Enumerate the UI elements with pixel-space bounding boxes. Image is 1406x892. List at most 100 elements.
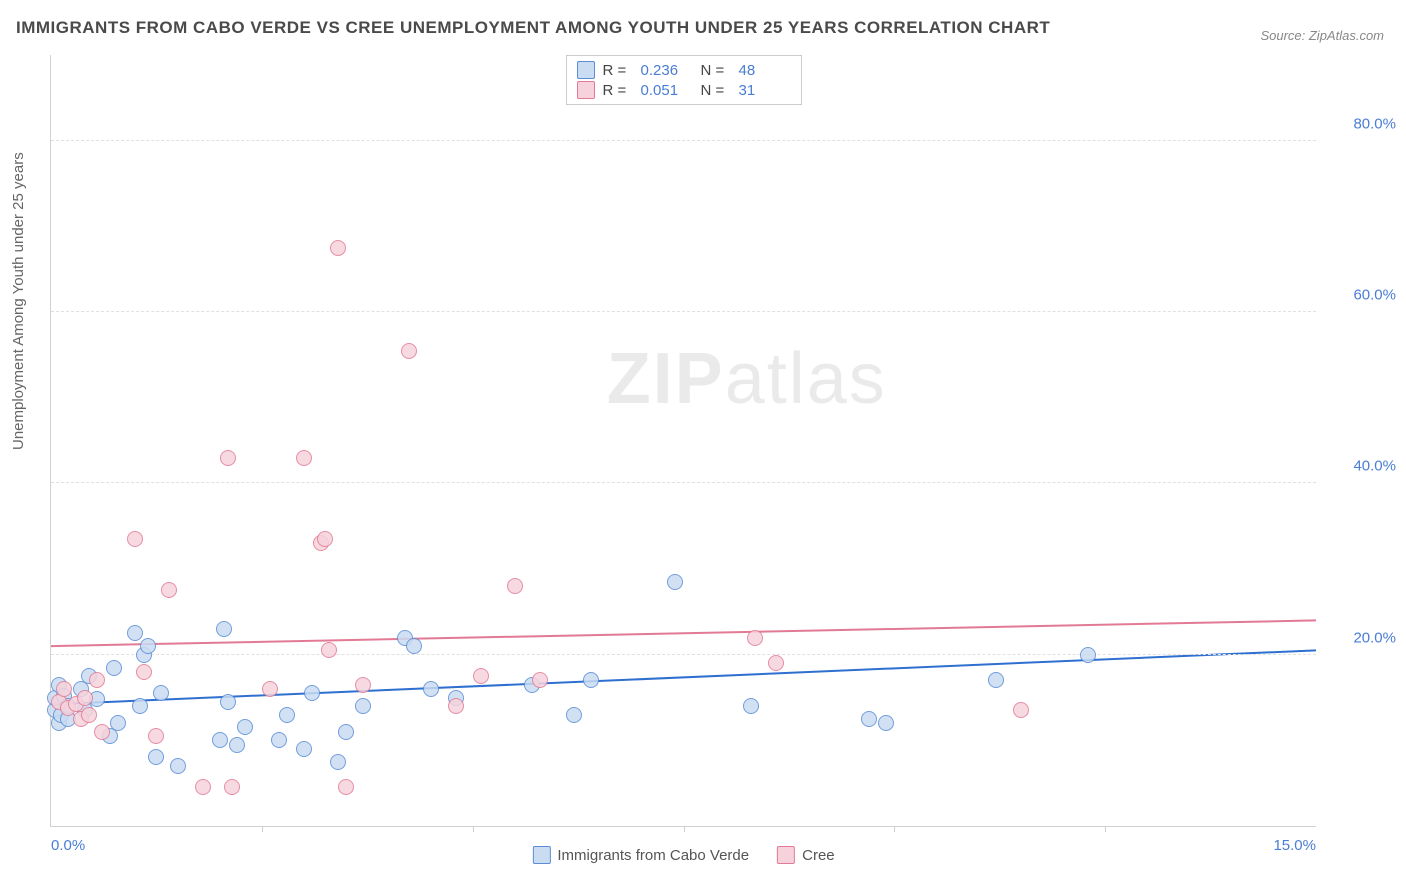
legend-swatch [532, 846, 550, 864]
data-point [747, 630, 763, 646]
source-attribution: Source: ZipAtlas.com [1260, 28, 1384, 43]
data-point [216, 621, 232, 637]
data-point [212, 732, 228, 748]
watermark: ZIPatlas [607, 338, 887, 420]
x-minor-tick [473, 826, 474, 832]
trend-lines-svg [51, 55, 1316, 826]
data-point [507, 578, 523, 594]
data-point [229, 737, 245, 753]
gridline [51, 654, 1316, 655]
n-value: 48 [739, 62, 791, 79]
x-minor-tick [684, 826, 685, 832]
legend-swatch [777, 846, 795, 864]
data-point [136, 664, 152, 680]
data-point [321, 642, 337, 658]
stat-label: R = [603, 62, 633, 79]
y-tick-label: 20.0% [1326, 629, 1396, 646]
data-point [338, 724, 354, 740]
y-axis-label: Unemployment Among Youth under 25 years [10, 152, 27, 450]
data-point [153, 685, 169, 701]
data-point [423, 681, 439, 697]
stat-label: N = [701, 62, 731, 79]
gridline [51, 482, 1316, 483]
data-point [878, 715, 894, 731]
data-point [296, 741, 312, 757]
data-point [262, 681, 278, 697]
data-point [94, 724, 110, 740]
data-point [161, 582, 177, 598]
data-point [106, 660, 122, 676]
data-point [148, 728, 164, 744]
data-point [110, 715, 126, 731]
data-point [1080, 647, 1096, 663]
data-point [401, 343, 417, 359]
data-point [1013, 702, 1029, 718]
data-point [132, 698, 148, 714]
data-point [224, 779, 240, 795]
x-tick-label: 0.0% [51, 837, 85, 854]
stat-label: R = [603, 82, 633, 99]
data-point [237, 719, 253, 735]
data-point [330, 754, 346, 770]
data-point [220, 450, 236, 466]
data-point [140, 638, 156, 654]
data-point [532, 672, 548, 688]
trend-line [51, 620, 1316, 646]
gridline [51, 140, 1316, 141]
legend-swatch [577, 61, 595, 79]
r-value: 0.051 [641, 82, 693, 99]
data-point [304, 685, 320, 701]
data-point [148, 749, 164, 765]
data-point [317, 531, 333, 547]
x-minor-tick [894, 826, 895, 832]
chart-title: IMMIGRANTS FROM CABO VERDE VS CREE UNEMP… [16, 18, 1050, 38]
stat-label: N = [701, 82, 731, 99]
data-point [220, 694, 236, 710]
data-point [338, 779, 354, 795]
data-point [77, 690, 93, 706]
data-point [127, 531, 143, 547]
stats-legend-row: R = 0.236 N = 48 [577, 60, 791, 80]
y-tick-label: 60.0% [1326, 287, 1396, 304]
data-point [81, 707, 97, 723]
data-point [988, 672, 1004, 688]
data-point [667, 574, 683, 590]
gridline [51, 311, 1316, 312]
data-point [271, 732, 287, 748]
stats-legend: R = 0.236 N = 48 R = 0.051 N = 31 [566, 55, 802, 105]
data-point [296, 450, 312, 466]
data-point [406, 638, 422, 654]
data-point [743, 698, 759, 714]
n-value: 31 [739, 82, 791, 99]
legend-item: Cree [777, 846, 835, 864]
legend-swatch [577, 81, 595, 99]
x-tick-label: 15.0% [1273, 837, 1316, 854]
data-point [56, 681, 72, 697]
data-point [355, 677, 371, 693]
series-legend: Immigrants from Cabo Verde Cree [532, 846, 834, 864]
data-point [768, 655, 784, 671]
data-point [861, 711, 877, 727]
trend-line [51, 650, 1316, 704]
y-tick-label: 80.0% [1326, 115, 1396, 132]
data-point [583, 672, 599, 688]
x-minor-tick [1105, 826, 1106, 832]
data-point [127, 625, 143, 641]
legend-label: Immigrants from Cabo Verde [557, 847, 749, 864]
x-minor-tick [262, 826, 263, 832]
r-value: 0.236 [641, 62, 693, 79]
data-point [89, 672, 105, 688]
data-point [330, 240, 346, 256]
data-point [473, 668, 489, 684]
data-point [195, 779, 211, 795]
legend-item: Immigrants from Cabo Verde [532, 846, 749, 864]
data-point [448, 698, 464, 714]
data-point [279, 707, 295, 723]
stats-legend-row: R = 0.051 N = 31 [577, 80, 791, 100]
y-tick-label: 40.0% [1326, 458, 1396, 475]
scatter-plot-area: ZIPatlas R =0.236N =48R =0.051N =31 Immi… [50, 55, 1316, 827]
data-point [355, 698, 371, 714]
data-point [170, 758, 186, 774]
legend-label: Cree [802, 847, 835, 864]
data-point [566, 707, 582, 723]
